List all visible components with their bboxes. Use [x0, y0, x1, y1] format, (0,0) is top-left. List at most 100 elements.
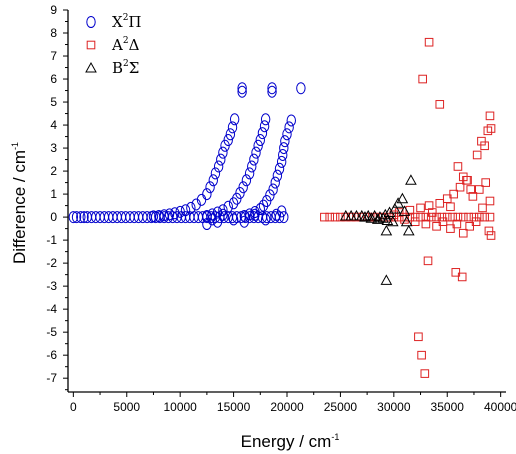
data-point-s1-17 [410, 212, 420, 222]
data-point-s1-77 [485, 111, 495, 121]
data-point-s1-36 [410, 217, 420, 227]
x-tick-label-6: 30000 [377, 400, 411, 414]
y-tick-label-4: -3 [46, 279, 57, 293]
data-point-s0-83 [238, 181, 248, 194]
x-tick-label-5: 25000 [324, 400, 358, 414]
data-point-s1-46 [449, 189, 458, 199]
y-tick-label-5: -2 [46, 256, 57, 270]
data-point-s0-92 [259, 120, 270, 133]
data-point-s2-20 [405, 174, 417, 185]
data-point-s1-38 [421, 219, 431, 229]
data-point-s1-54 [474, 185, 484, 194]
data-point-s0-124 [276, 205, 287, 218]
data-point-s0-62 [205, 181, 215, 194]
data-point-s1-58 [485, 196, 495, 206]
x-tick-label-7: 35000 [431, 400, 465, 414]
data-point-s0-65 [213, 160, 224, 173]
data-point-s1-64 [414, 332, 423, 342]
data-point-s0-74 [237, 82, 247, 95]
data-point-s0-121 [250, 208, 260, 221]
data-point-s0-69 [223, 134, 233, 147]
data-point-s0-76 [207, 208, 217, 221]
y-tick-label-3: -4 [46, 302, 57, 316]
data-point-s1-51 [465, 222, 474, 231]
data-point-s1-47 [452, 219, 462, 229]
data-point-s2-9 [374, 211, 386, 222]
data-point-s0-108 [278, 148, 288, 161]
data-point-s0-115 [202, 218, 212, 231]
x-tick-label-2: 10000 [163, 400, 197, 414]
data-point-s0-123 [271, 208, 282, 221]
data-point-s0-120 [239, 215, 249, 228]
y-tick-label-14: 7 [50, 49, 57, 63]
data-point-s0-109 [279, 142, 289, 155]
data-point-s0-59 [191, 198, 201, 211]
data-point-s0-1 [71, 211, 82, 224]
data-point-s0-84 [241, 174, 252, 187]
y-tick-label-0: -7 [46, 371, 57, 385]
data-point-s0-93 [260, 113, 271, 126]
data-point-s1-55 [478, 203, 487, 213]
data-point-s2-23 [380, 274, 393, 285]
legend-marker-0 [86, 16, 96, 28]
data-point-s0-67 [218, 146, 228, 159]
data-point-s1-68 [457, 272, 467, 282]
legend-label-0: X2Π [112, 13, 142, 31]
data-point-s1-25 [453, 212, 463, 222]
data-point-s1-62 [435, 100, 445, 109]
legend-label-2: B2Σ [112, 59, 139, 77]
data-point-s0-103 [268, 183, 278, 196]
data-point-s0-51 [148, 210, 159, 223]
data-point-s1-27 [464, 212, 473, 222]
data-point-s1-42 [435, 199, 445, 208]
data-point-s0-66 [216, 153, 226, 166]
data-point-s0-116 [207, 213, 217, 226]
data-point-s1-18 [416, 212, 425, 222]
x-tick-label-4: 20000 [270, 400, 304, 414]
data-point-s0-110 [280, 135, 290, 148]
data-point-s1-30 [480, 212, 489, 222]
data-point-s0-118 [218, 208, 228, 221]
data-point-s0-3 [79, 211, 89, 224]
data-point-s0-55 [170, 207, 180, 220]
y-tick-label-2: -5 [46, 325, 57, 339]
x-axis-title: Energy / cm-1 [241, 432, 340, 451]
y-tick-label-7: 0 [50, 210, 57, 224]
data-point-s1-74 [477, 136, 486, 146]
data-point-s0-77 [212, 206, 223, 219]
data-point-s1-28 [469, 212, 479, 222]
data-point-s0-75 [202, 209, 212, 222]
y-tick-label-8: 1 [50, 187, 57, 201]
data-point-s1-26 [458, 212, 468, 222]
data-point-s1-41 [432, 222, 441, 231]
y-tick-label-16: 9 [50, 3, 57, 17]
data-point-s0-53 [159, 209, 169, 222]
data-point-s1-52 [468, 192, 478, 201]
data-point-s1-57 [484, 226, 494, 236]
data-point-s1-70 [453, 162, 463, 171]
data-point-s1-14 [394, 212, 404, 222]
data-point-s1-61 [424, 37, 434, 47]
data-point-s0-119 [228, 213, 239, 226]
data-point-s1-40 [427, 208, 437, 217]
data-point-s0-78 [218, 204, 228, 217]
data-point-s1-48 [455, 182, 465, 192]
data-point-s1-76 [483, 126, 493, 136]
data-point-s1-53 [471, 217, 481, 227]
data-point-s0-87 [249, 153, 259, 166]
data-point-s0-100 [258, 199, 269, 212]
data-point-s1-39 [424, 201, 434, 210]
data-point-s0-88 [251, 146, 261, 159]
data-layer [68, 37, 496, 378]
data-point-s1-19 [421, 212, 431, 222]
data-point-s0-97 [244, 208, 255, 221]
data-point-s1-33 [394, 208, 404, 217]
data-point-s0-85 [244, 167, 255, 180]
data-point-s1-69 [446, 202, 455, 212]
data-point-s1-73 [472, 150, 482, 160]
data-point-s1-22 [437, 212, 447, 222]
data-point-s0-61 [202, 188, 212, 201]
data-point-s2-14 [386, 215, 399, 227]
data-point-s0-72 [229, 113, 240, 126]
